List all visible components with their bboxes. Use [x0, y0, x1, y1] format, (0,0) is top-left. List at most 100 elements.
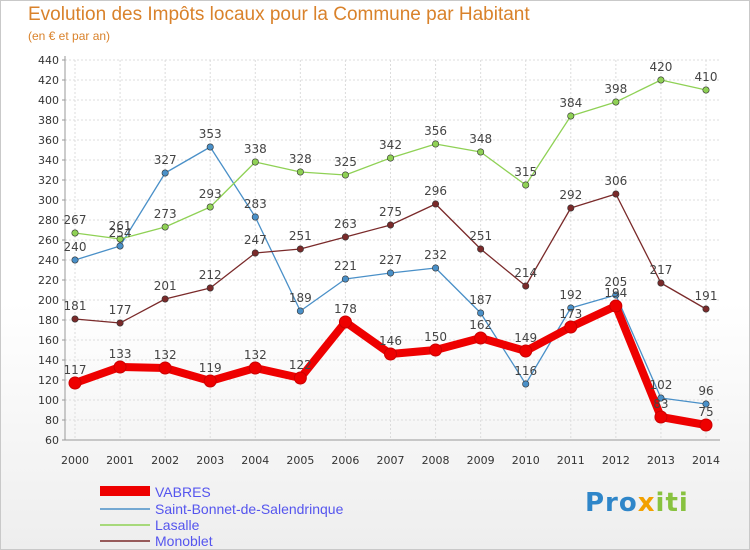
data-point — [384, 347, 397, 361]
data-label: 214 — [514, 266, 537, 280]
y-tick-label: 260 — [38, 234, 59, 247]
data-label: 247 — [244, 233, 267, 247]
data-label: 181 — [64, 299, 87, 313]
data-label: 122 — [289, 358, 312, 372]
y-tick-label: 140 — [38, 354, 59, 367]
data-label: 232 — [424, 248, 447, 262]
logo-part-2: x — [637, 488, 656, 518]
data-point — [296, 307, 304, 315]
data-label: 283 — [244, 197, 267, 211]
data-point — [206, 203, 214, 211]
data-label: 398 — [604, 82, 627, 96]
data-point — [251, 249, 259, 257]
data-label: 306 — [604, 174, 627, 188]
data-label: 325 — [334, 155, 357, 169]
data-point — [71, 256, 79, 264]
y-tick-label: 100 — [38, 394, 59, 407]
data-point — [474, 331, 488, 345]
data-label: 327 — [154, 153, 177, 167]
x-tick-label: 2009 — [467, 454, 495, 467]
data-label: 133 — [109, 347, 132, 361]
legend-label: Saint-Bonnet-de-Salendrinque — [155, 501, 344, 517]
data-point — [612, 291, 620, 299]
data-point — [341, 171, 349, 179]
data-point — [654, 410, 668, 424]
data-label: 293 — [199, 187, 222, 201]
data-label: 201 — [154, 279, 177, 293]
x-tick-label: 2008 — [422, 454, 450, 467]
data-point — [567, 304, 575, 312]
data-label: 221 — [334, 259, 357, 273]
data-label: 227 — [379, 253, 402, 267]
data-point — [338, 315, 352, 329]
data-point — [432, 200, 440, 208]
data-point — [477, 148, 485, 156]
data-label: 240 — [64, 240, 87, 254]
data-point — [429, 343, 443, 357]
x-tick-label: 2002 — [151, 454, 179, 467]
data-point — [432, 264, 440, 272]
data-label: 315 — [514, 165, 537, 179]
data-label: 338 — [244, 142, 267, 156]
x-tick-label: 2004 — [241, 454, 269, 467]
data-point — [657, 394, 665, 402]
data-point — [386, 269, 394, 277]
y-tick-label: 300 — [38, 194, 59, 207]
chart-title: Evolution des Impôts locaux pour la Comm… — [28, 4, 530, 25]
data-point — [251, 213, 259, 221]
data-label: 292 — [559, 188, 582, 202]
data-point — [477, 245, 485, 253]
y-tick-labels: 60 80 100 120 140 160 180 200 220 240 260 280 300 320… — [38, 54, 59, 447]
data-point — [702, 305, 710, 313]
data-label: 263 — [334, 217, 357, 231]
y-tick-label: 60 — [45, 434, 59, 447]
y-tick-label: 80 — [45, 414, 59, 427]
data-point — [567, 112, 575, 120]
data-point — [248, 361, 262, 375]
x-tick-label: 2011 — [557, 454, 585, 467]
y-tick-label: 240 — [38, 254, 59, 267]
data-label: 189 — [289, 291, 312, 305]
data-label: 75 — [698, 405, 713, 419]
data-label: 420 — [649, 60, 672, 74]
x-tick-label: 2012 — [602, 454, 630, 467]
x-tick-label: 2013 — [647, 454, 675, 467]
data-label: 102 — [649, 378, 672, 392]
y-tick-label: 360 — [38, 134, 59, 147]
chart-subtitle: (en € et par an) — [28, 29, 111, 43]
data-point — [657, 76, 665, 84]
data-point — [702, 400, 710, 408]
logo-part-1: Pro — [585, 488, 638, 518]
data-label: 194 — [604, 286, 627, 300]
data-point — [522, 181, 530, 189]
data-label: 261 — [109, 219, 132, 233]
data-label: 267 — [64, 213, 87, 227]
data-label: 296 — [424, 184, 447, 198]
y-tick-label: 320 — [38, 174, 59, 187]
x-tick-label: 2010 — [512, 454, 540, 467]
data-point — [386, 154, 394, 162]
data-point — [116, 242, 124, 250]
data-point — [251, 158, 259, 166]
x-tick-label: 2006 — [331, 454, 359, 467]
y-tick-label: 380 — [38, 114, 59, 127]
y-tick-label: 180 — [38, 314, 59, 327]
data-point — [519, 344, 533, 358]
data-point — [386, 221, 394, 229]
data-label: 132 — [244, 348, 267, 362]
data-point — [203, 374, 217, 388]
data-point — [296, 168, 304, 176]
data-point — [699, 418, 713, 432]
y-tick-label: 160 — [38, 334, 59, 347]
data-point — [609, 299, 623, 313]
data-label: 146 — [379, 334, 402, 348]
data-point — [161, 169, 169, 177]
data-label: 205 — [604, 275, 627, 289]
data-point — [116, 319, 124, 327]
legend-label: Lasalle — [155, 517, 200, 533]
legend-label: VABRES — [155, 484, 211, 500]
data-label: 353 — [199, 127, 222, 141]
data-label: 328 — [289, 152, 312, 166]
data-point — [567, 204, 575, 212]
proxiti-logo: Proxiti — [585, 488, 689, 518]
